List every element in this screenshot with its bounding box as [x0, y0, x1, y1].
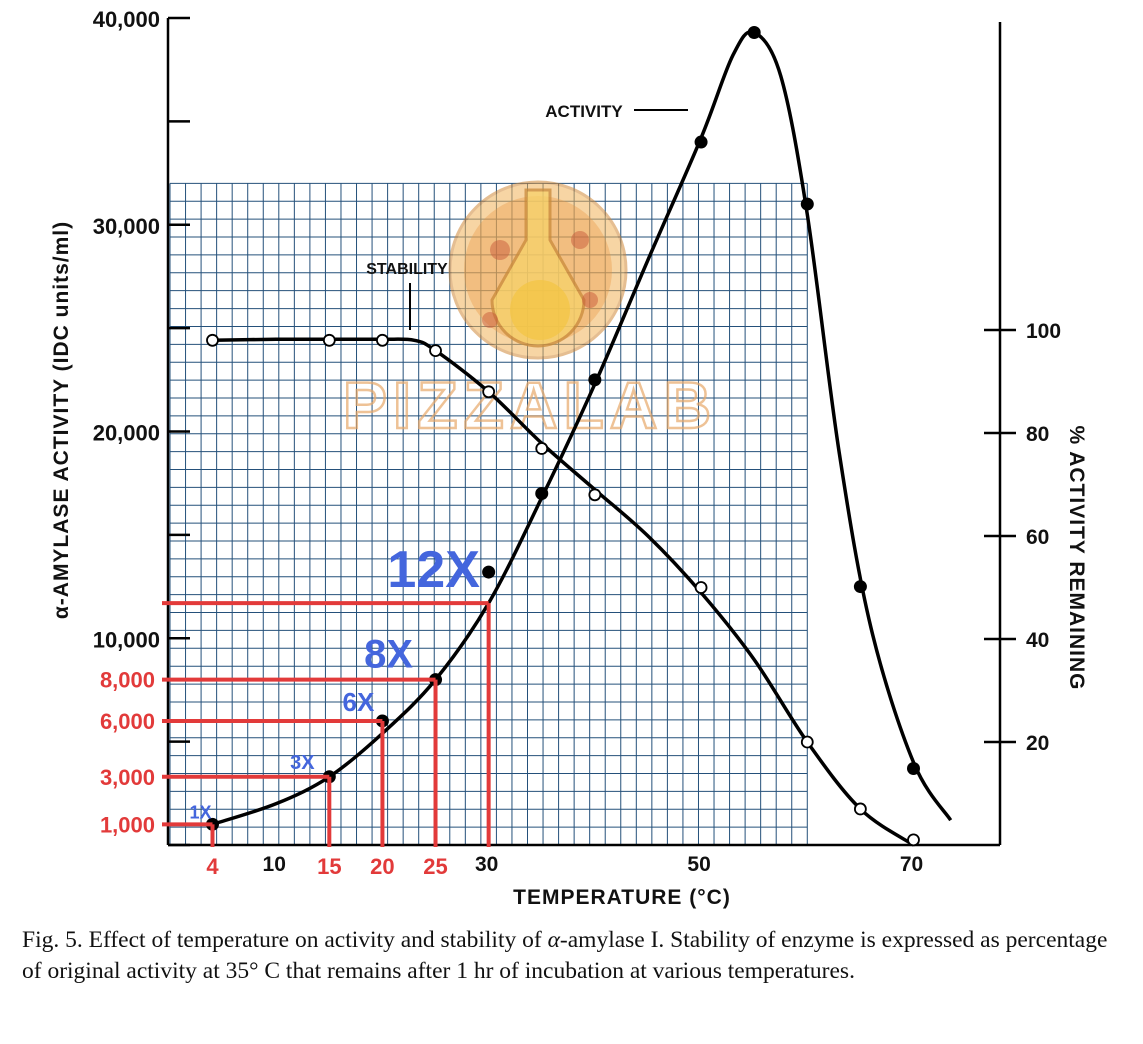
activity-label: ACTIVITY — [545, 102, 623, 121]
activity-curve — [211, 30, 953, 826]
left-tick-label: 10,000 — [93, 627, 160, 652]
activity-point — [907, 762, 920, 776]
guide-x-label: 20 — [370, 854, 394, 879]
left-axis-title: α-AMYLASE ACTIVITY (IDC units/ml) — [50, 221, 73, 619]
guide-x-label: 15 — [317, 854, 341, 879]
stability-point — [907, 833, 920, 847]
stability-point — [853, 802, 867, 816]
activity-point — [800, 197, 814, 211]
stability-label: STABILITY — [366, 261, 448, 278]
overlay: 1,000 1X 3,000 3X 6,000 6X 8,000 8X 12X 4 15 20 25 — [100, 541, 491, 879]
stability-point — [800, 735, 814, 749]
stability-point — [429, 344, 442, 358]
guide-y-label: 3,000 — [100, 765, 155, 790]
activity-point — [694, 135, 708, 149]
stability-point — [206, 333, 219, 347]
guide-y-label: 8,000 — [100, 668, 155, 693]
figure-caption: Fig. 5. Effect of temperature on activit… — [22, 925, 1122, 987]
left-tick-label: 40,000 — [93, 7, 160, 32]
activity-point — [482, 565, 496, 579]
activity-point — [747, 25, 761, 39]
right-tick-label: 100 — [1026, 320, 1061, 343]
chart: PIZZALAB 10,000 20,000 30,000 40,000 20 40 60 8… — [50, 7, 1088, 909]
caption-alpha: α — [547, 927, 560, 953]
activity-point — [853, 580, 867, 594]
left-tick-label: 20,000 — [93, 421, 160, 446]
stability-point — [322, 333, 336, 347]
x-tick-label: 50 — [687, 853, 710, 876]
x-tick-label: 10 — [263, 853, 286, 876]
activity-point — [535, 487, 549, 501]
right-tick-label: 40 — [1026, 629, 1049, 652]
multiplier-label: 6X — [343, 687, 375, 717]
stability-point — [482, 385, 496, 399]
stability-point — [588, 488, 602, 502]
stability-point — [376, 333, 389, 347]
multiplier-label: 12X — [387, 541, 480, 599]
caption-suffix: -amylase I. Stability of enzyme is expre… — [22, 927, 1108, 984]
multiplier-label: 3X — [290, 752, 315, 774]
stability-point — [535, 442, 549, 455]
x-axis-title: TEMPERATURE (°C) — [513, 886, 731, 909]
guide-x-label: 4 — [206, 854, 219, 879]
x-tick-label: 70 — [900, 853, 923, 876]
activity-point — [588, 373, 602, 387]
right-tick-label: 60 — [1026, 526, 1049, 549]
axes: 10,000 20,000 30,000 40,000 20 40 60 80 100 10 30 5… — [50, 7, 1088, 909]
guide-y-label: 1,000 — [100, 812, 155, 837]
stability-curve — [212, 337, 915, 847]
left-tick-label: 30,000 — [93, 214, 160, 239]
stability-point — [694, 581, 708, 594]
caption-prefix: Fig. 5. Effect of temperature on activit… — [22, 927, 548, 953]
right-tick-label: 80 — [1026, 423, 1049, 446]
x-tick-label: 30 — [475, 853, 498, 876]
watermark-logo: PIZZALAB — [342, 180, 712, 443]
right-axis-title: % ACTIVITY REMAINING — [1065, 425, 1088, 690]
multiplier-label: 1X — [189, 802, 211, 822]
right-tick-label: 20 — [1026, 732, 1049, 755]
guide-x-label: 25 — [423, 854, 447, 879]
guide-y-label: 6,000 — [100, 709, 155, 734]
multiplier-label: 8X — [364, 633, 413, 677]
